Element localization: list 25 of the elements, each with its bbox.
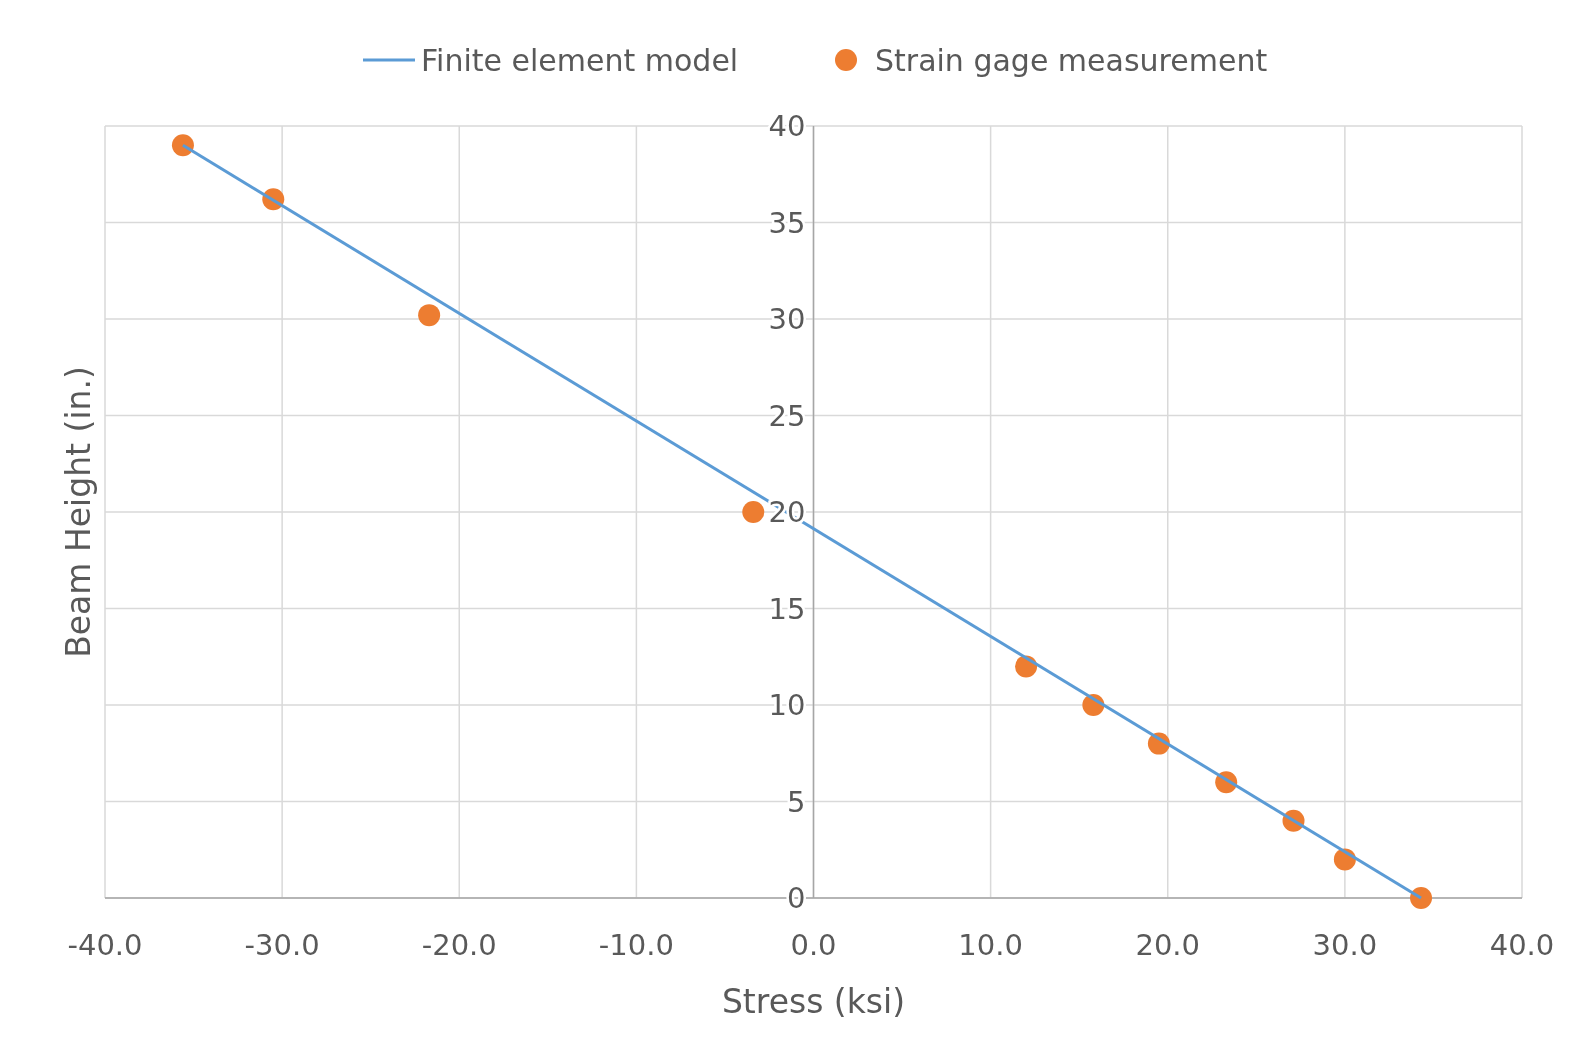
x-tick-label: 20.0 (1135, 928, 1201, 962)
tick-label-halo: 15 (768, 591, 806, 626)
tick-label-halo: 0 (787, 881, 806, 916)
point (1410, 887, 1433, 909)
x-tick-label: 40.0 (1489, 928, 1555, 962)
tick-label-halo: 35 (768, 205, 806, 240)
point (171, 134, 194, 157)
x-tick-label: -20.0 (421, 928, 497, 962)
x-tick-label: -40.0 (67, 928, 143, 962)
x-tick-label: -10.0 (598, 928, 674, 962)
tick-label-halo: 10 (768, 688, 806, 723)
legend-label: Finite element model (421, 42, 739, 78)
x-tick-label: 0.0 (790, 928, 837, 962)
point (742, 501, 765, 523)
legend-label: Strain gage measurement (875, 42, 1268, 78)
tick-label-halo: 5 (787, 784, 806, 819)
x-tick-label: -30.0 (244, 928, 320, 962)
x-tick-label: 30.0 (1312, 928, 1378, 962)
tick-label-halo: 40 (768, 109, 806, 144)
point (418, 304, 441, 327)
x-tick-label: 10.0 (958, 928, 1023, 962)
tick-label-halo: 25 (768, 398, 806, 433)
x-axis-title: Stress (ksi) (721, 982, 906, 1021)
y-axis-title: Beam Height (in.) (59, 366, 98, 658)
tick-label-halo: 30 (768, 302, 806, 337)
